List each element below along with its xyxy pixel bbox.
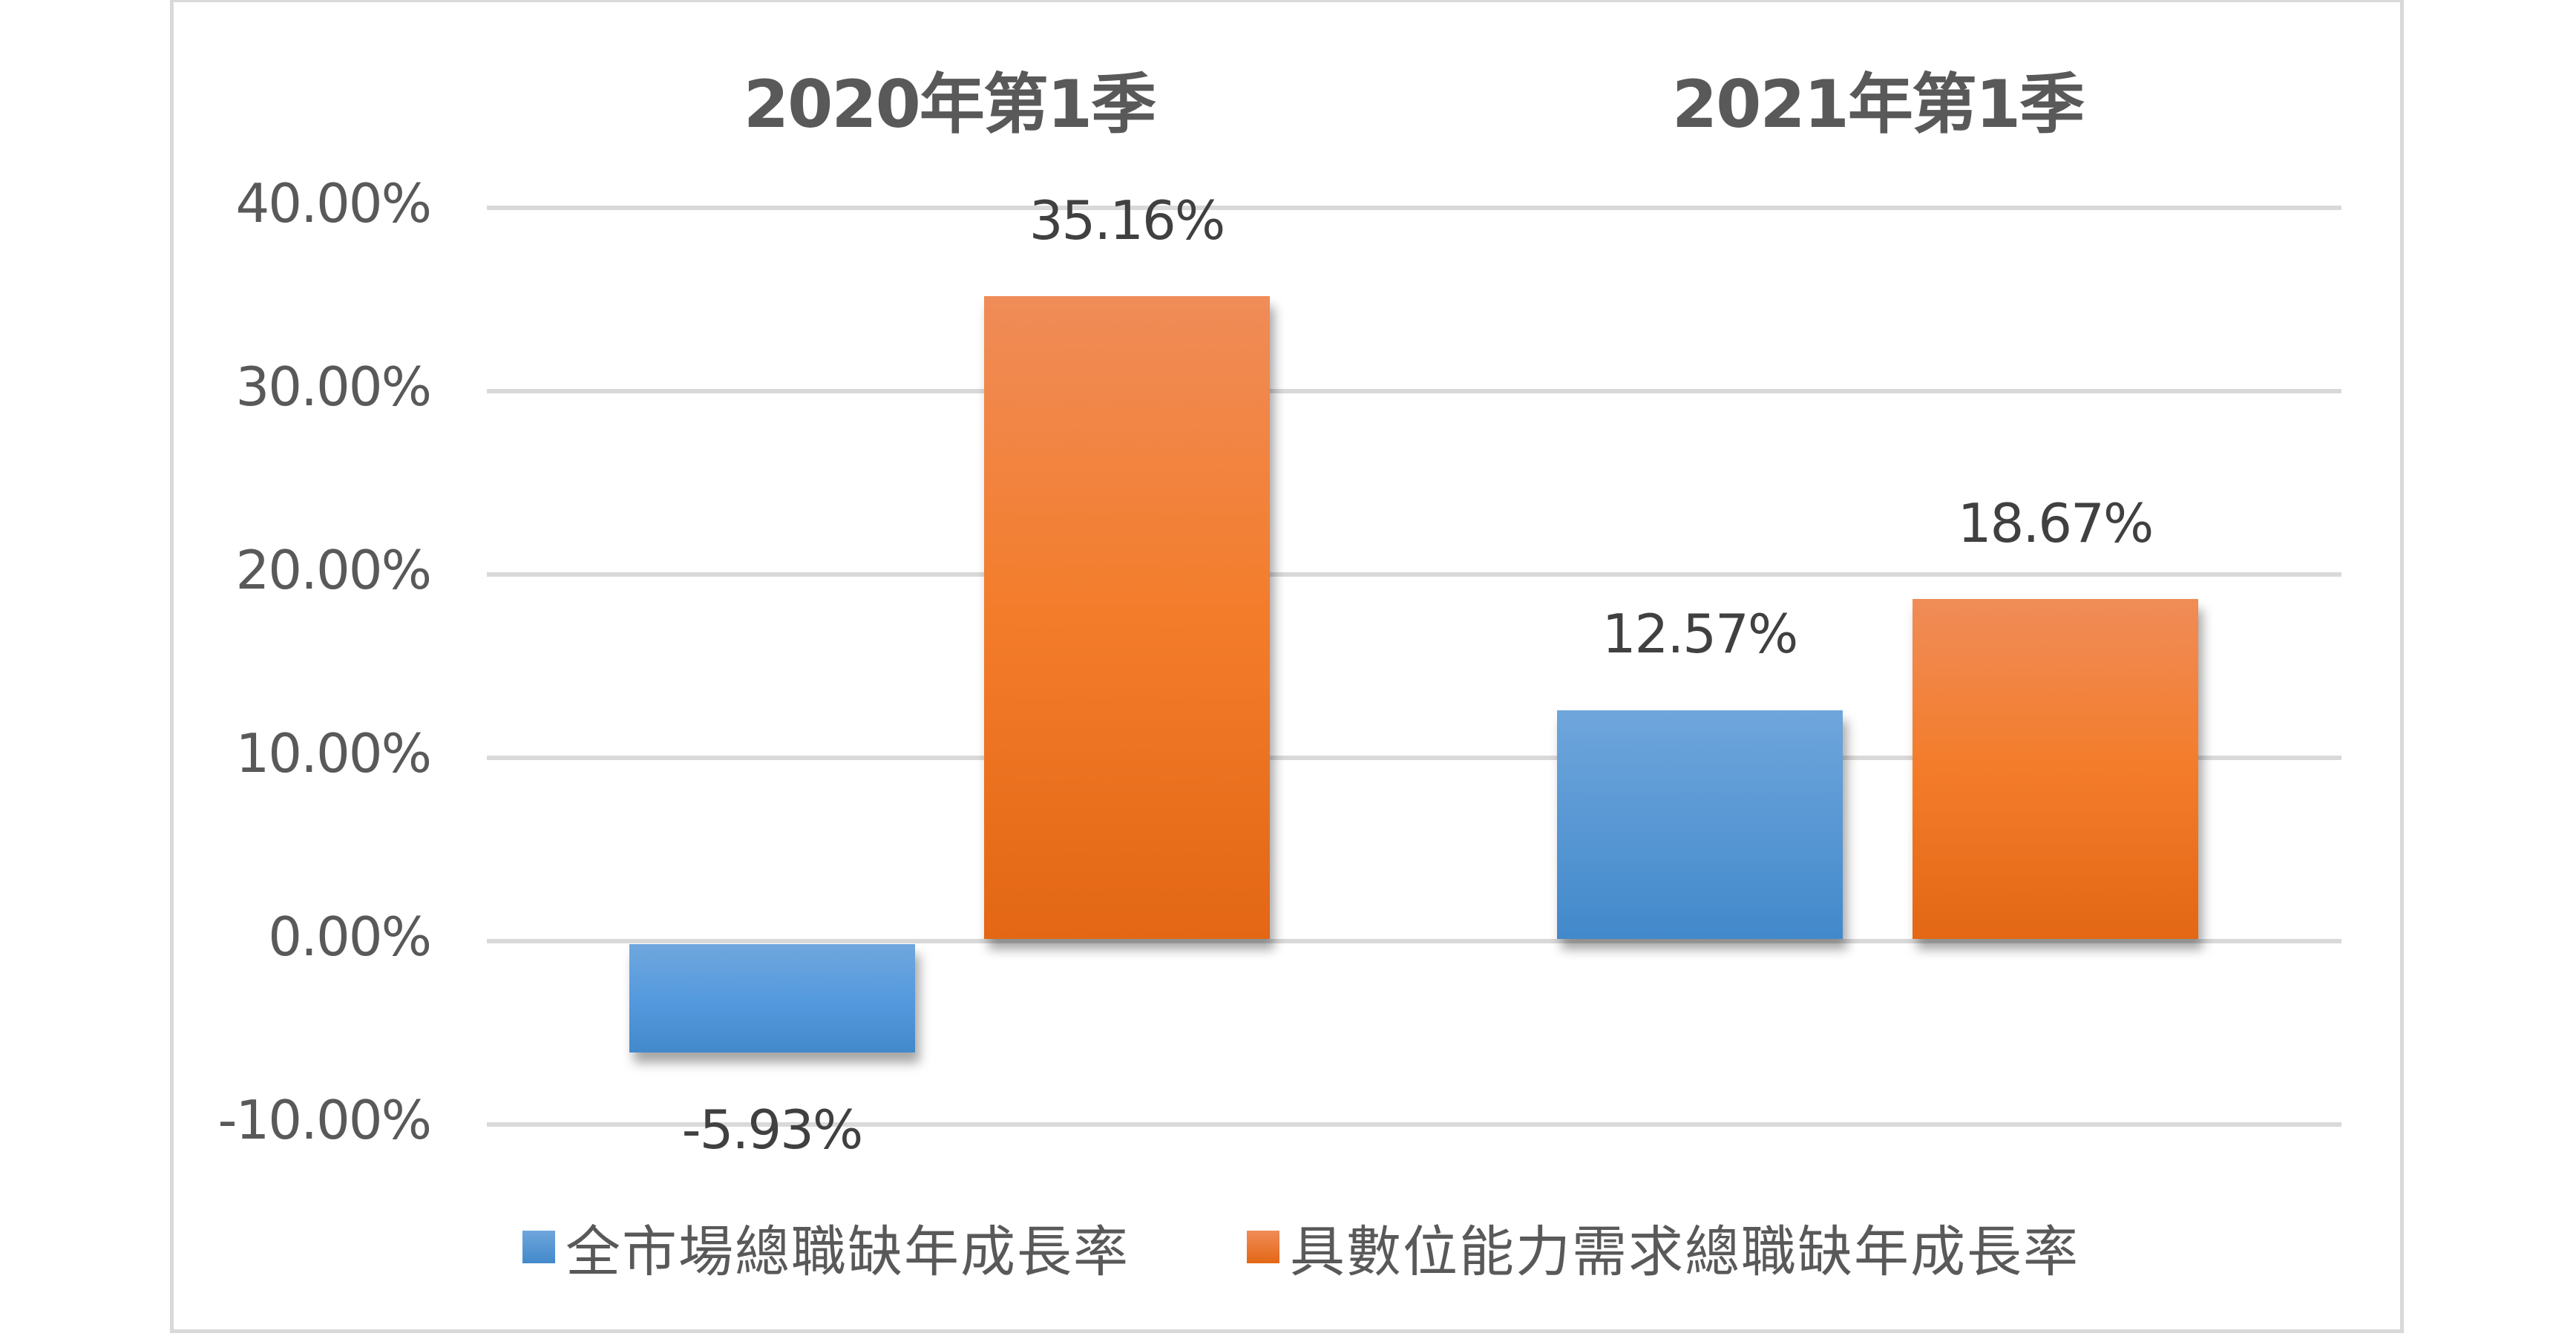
legend-label-digital: 具數位能力需求總職缺年成長率 <box>1290 1219 2080 1284</box>
legend-swatch-blue <box>522 1231 555 1263</box>
legend-item-digital: 具數位能力需求總職缺年成長率 <box>1247 1210 2080 1284</box>
y-tick-40: 40.00% <box>235 172 432 235</box>
y-tick-10: 10.00% <box>235 722 432 785</box>
gridline-0 <box>487 939 2341 943</box>
category-title-2020q1: 2020年第1季 <box>743 66 1156 143</box>
chart-frame <box>170 0 2404 1333</box>
gridline-20 <box>487 572 2341 577</box>
bar-2021q1-digital <box>1913 599 2198 939</box>
category-title-2021q1: 2021年第1季 <box>1671 66 2085 143</box>
bar-2021q1-all-market <box>1557 710 1843 939</box>
bar-2020q1-all-market <box>629 944 915 1052</box>
y-tick-30: 30.00% <box>235 356 432 418</box>
bar-2020q1-digital <box>984 296 1270 939</box>
legend-label-all-market: 全市場總職缺年成長率 <box>566 1219 1130 1284</box>
data-label-2020q1-digital: 35.16% <box>1029 189 1226 252</box>
y-tick-20: 20.00% <box>235 539 432 601</box>
legend-swatch-orange <box>1247 1231 1279 1263</box>
legend-item-all-market: 全市場總職缺年成長率 <box>522 1210 1130 1284</box>
y-tick-minus-10: -10.00% <box>217 1089 432 1151</box>
legend: 全市場總職缺年成長率 具數位能力需求總職缺年成長率 <box>0 1210 2576 1284</box>
gridline-10 <box>487 756 2341 760</box>
gridline-minus-10 <box>487 1122 2341 1127</box>
gridline-40 <box>487 206 2341 210</box>
data-label-2020q1-all-market: -5.93% <box>681 1099 864 1161</box>
data-label-2021q1-all-market: 12.57% <box>1602 603 1799 665</box>
gridline-30 <box>487 389 2341 393</box>
data-label-2021q1-digital: 18.67% <box>1957 492 2154 554</box>
y-tick-0: 0.00% <box>268 906 432 968</box>
